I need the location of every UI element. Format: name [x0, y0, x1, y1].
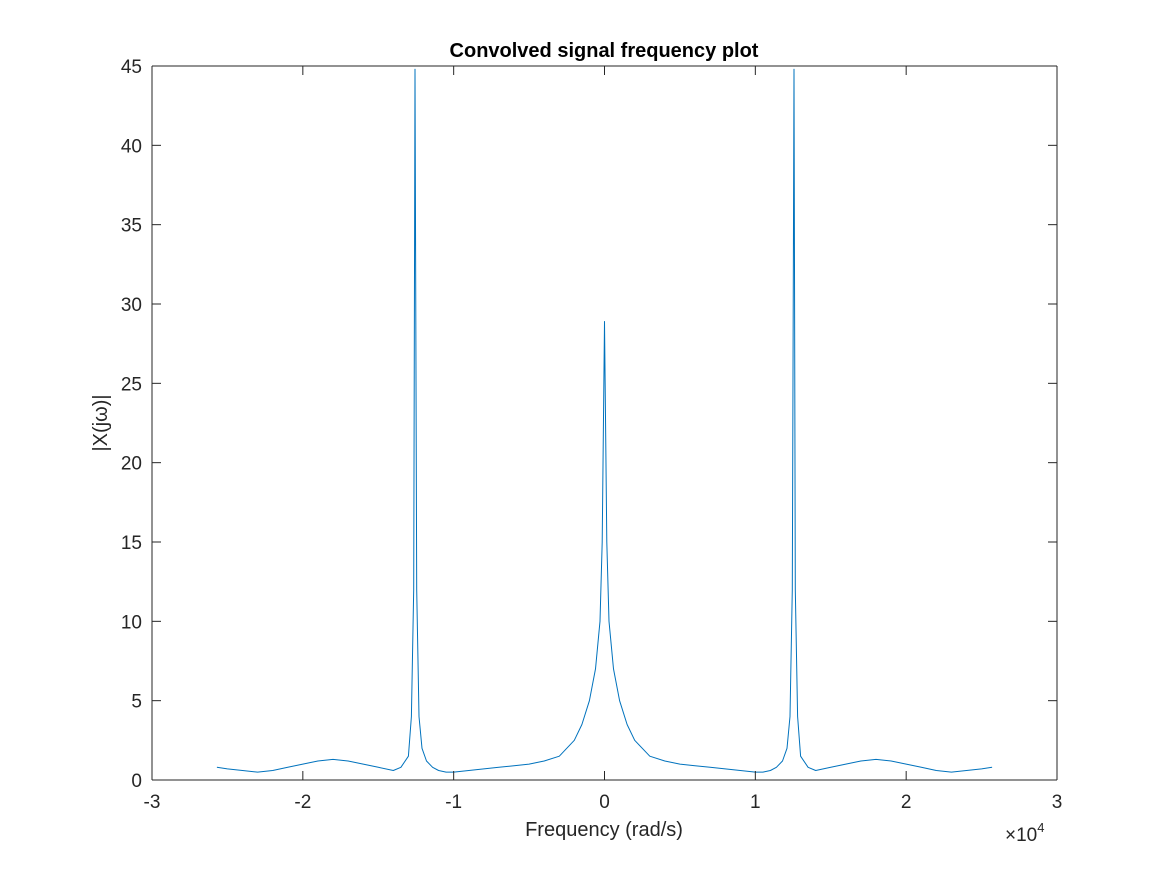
- x-tick-label: -1: [445, 792, 462, 813]
- plot-area: [152, 66, 1057, 780]
- y-tick-label: 30: [121, 295, 142, 316]
- x-tick-label: 0: [599, 792, 610, 813]
- series-line: [216, 68, 993, 773]
- x-tick-label: 2: [901, 792, 912, 813]
- y-tick-label: 25: [121, 374, 142, 395]
- x-tick-label: -2: [294, 792, 311, 813]
- x-exponent-base: ×10: [1005, 825, 1037, 846]
- y-tick-label: 15: [121, 533, 142, 554]
- x-tick-label: -3: [144, 792, 161, 813]
- x-tick-label: 3: [1052, 792, 1063, 813]
- series-layer: [216, 68, 993, 773]
- y-tick-label: 35: [121, 216, 142, 237]
- x-axis-label: Frequency (rad/s): [525, 819, 683, 841]
- y-tick-label: 0: [131, 771, 142, 792]
- x-tick-label: 1: [750, 792, 761, 813]
- y-axis-label: |X(jω)|: [90, 394, 112, 451]
- x-exponent-label: ×104: [1005, 820, 1044, 846]
- y-tick-label: 10: [121, 612, 142, 633]
- y-tick-label: 20: [121, 454, 142, 475]
- y-tick-label: 5: [131, 692, 142, 713]
- y-tick-label: 40: [121, 136, 142, 157]
- x-exponent-power: 4: [1037, 820, 1044, 835]
- chart-title: Convolved signal frequency plot: [450, 40, 759, 62]
- y-tick-label: 45: [121, 57, 142, 78]
